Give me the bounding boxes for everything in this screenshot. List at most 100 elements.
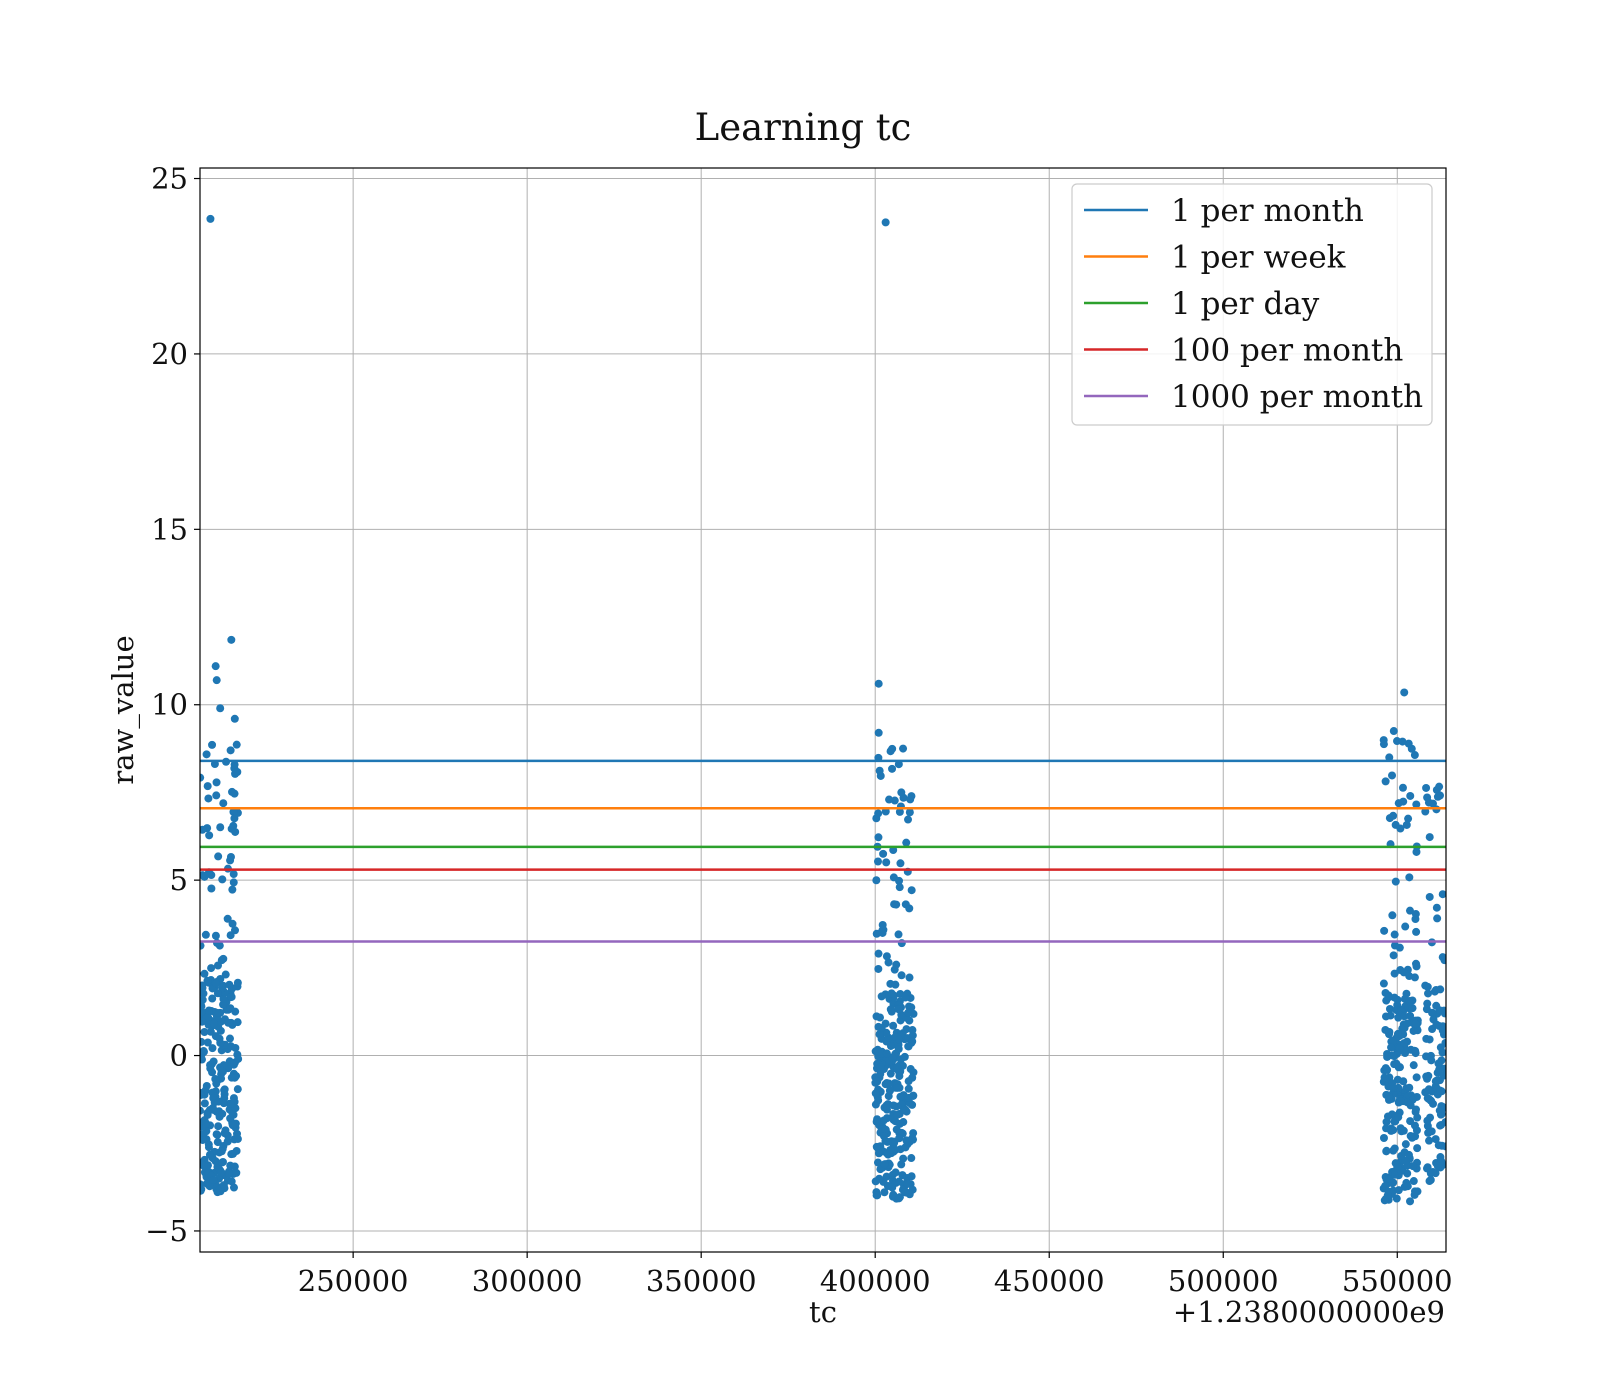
data-point <box>220 1086 229 1095</box>
data-point <box>882 858 891 867</box>
reference-lines <box>200 759 1446 943</box>
data-point <box>895 1035 904 1044</box>
data-point <box>902 838 911 847</box>
data-point <box>214 852 223 861</box>
x-tick-label: 550000 <box>1342 1264 1453 1298</box>
data-point <box>1439 1071 1446 1080</box>
data-point <box>228 885 237 894</box>
data-point <box>229 1094 238 1103</box>
data-point <box>893 1110 902 1119</box>
data-point <box>1405 1083 1414 1092</box>
data-point <box>894 1005 903 1014</box>
data-point <box>231 827 240 836</box>
data-point <box>216 704 225 713</box>
data-point <box>209 1019 218 1028</box>
data-point <box>877 1024 886 1033</box>
data-point <box>200 1106 205 1115</box>
data-point <box>1381 1025 1390 1034</box>
data-point <box>1399 797 1408 806</box>
data-point <box>200 1161 208 1170</box>
data-point <box>901 900 910 909</box>
y-axis-ticks: −5 0 5 10 15 20 25 <box>145 162 200 1248</box>
data-point <box>1405 997 1414 1006</box>
x-tick-label: 400000 <box>820 1264 931 1298</box>
data-point <box>212 778 221 787</box>
data-point <box>905 973 914 982</box>
data-point <box>897 788 906 797</box>
data-point <box>211 662 220 671</box>
data-point <box>1432 985 1441 994</box>
data-point <box>1423 793 1432 802</box>
data-point <box>884 958 893 967</box>
data-point <box>212 791 221 800</box>
data-point <box>886 1086 895 1095</box>
data-point <box>881 218 890 227</box>
data-point <box>1403 1019 1412 1028</box>
data-point <box>1423 1163 1432 1172</box>
data-point <box>219 799 228 808</box>
data-point <box>1422 783 1431 792</box>
data-point <box>908 1026 917 1035</box>
data-point <box>212 938 221 947</box>
data-point <box>876 1070 885 1079</box>
data-point <box>1428 1008 1437 1017</box>
data-point <box>1432 1020 1441 1029</box>
data-point <box>892 960 901 969</box>
data-point <box>223 914 232 923</box>
data-point <box>1379 740 1388 749</box>
data-point <box>895 1119 904 1128</box>
data-point <box>205 1150 214 1159</box>
data-point <box>876 1062 885 1071</box>
data-point <box>228 787 237 796</box>
data-point <box>1390 930 1399 939</box>
data-point <box>1436 1086 1445 1095</box>
data-point <box>888 1053 897 1062</box>
data-point <box>1435 782 1444 791</box>
data-point <box>229 821 238 830</box>
data-point <box>885 795 894 804</box>
data-point <box>1433 914 1442 923</box>
data-point <box>1385 753 1394 762</box>
data-point <box>1427 1127 1436 1136</box>
data-point <box>888 744 897 753</box>
data-point <box>1382 1146 1391 1155</box>
data-point <box>214 1122 223 1131</box>
data-point <box>1393 1163 1402 1172</box>
data-point <box>907 886 916 895</box>
data-point <box>1411 1107 1420 1116</box>
data-point <box>234 1054 243 1063</box>
x-tick-label: 300000 <box>472 1264 583 1298</box>
data-point <box>888 764 897 773</box>
data-point <box>1391 877 1400 886</box>
data-point <box>212 676 221 685</box>
data-point <box>207 884 216 893</box>
x-tick-label: 250000 <box>298 1264 409 1298</box>
data-point <box>227 1150 236 1159</box>
data-point <box>871 1089 880 1098</box>
data-point <box>1424 1071 1433 1080</box>
data-point <box>1388 771 1397 780</box>
data-point <box>211 931 220 940</box>
data-point <box>207 964 216 973</box>
data-point <box>903 1179 912 1188</box>
data-point <box>200 941 205 950</box>
data-point <box>895 876 904 885</box>
data-point <box>892 900 901 909</box>
data-point <box>882 1049 891 1058</box>
legend-entry: 1 per month <box>1171 193 1364 229</box>
scatter-points <box>200 214 1446 1206</box>
data-point <box>1424 989 1433 998</box>
data-point <box>216 823 225 832</box>
data-point <box>1385 1174 1394 1183</box>
data-point <box>1425 892 1434 901</box>
data-point <box>1385 1093 1394 1102</box>
data-point <box>893 1063 902 1072</box>
data-point <box>1393 995 1402 1004</box>
data-point <box>897 971 906 980</box>
data-point <box>1379 1134 1388 1143</box>
data-point <box>904 1093 913 1102</box>
data-point <box>872 929 881 938</box>
data-point <box>901 993 910 1002</box>
data-point <box>877 992 886 1001</box>
data-point <box>873 1158 882 1167</box>
